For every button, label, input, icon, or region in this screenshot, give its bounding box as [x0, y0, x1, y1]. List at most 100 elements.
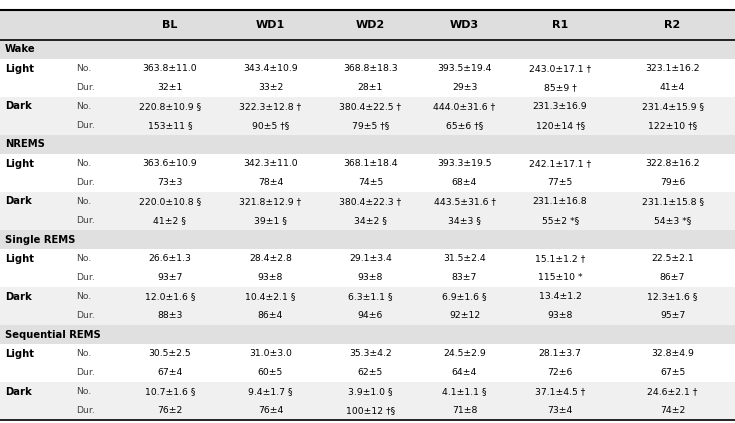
Text: 28.4±2.8: 28.4±2.8: [249, 254, 292, 263]
Bar: [0, 268, 735, 287]
Text: 29±3: 29±3: [452, 83, 477, 92]
Text: 88±3: 88±3: [157, 311, 182, 320]
Text: 30.5±2.5: 30.5±2.5: [148, 349, 191, 358]
Bar: [0, 306, 735, 325]
Text: 12.0±1.6 §: 12.0±1.6 §: [145, 292, 195, 301]
Text: No.: No.: [76, 292, 91, 301]
Text: Light: Light: [5, 159, 34, 169]
Text: Dur.: Dur.: [76, 311, 95, 320]
Text: 220.0±10.8 §: 220.0±10.8 §: [139, 197, 201, 206]
Text: 37.1±4.5 †: 37.1±4.5 †: [535, 387, 585, 396]
Text: 93±8: 93±8: [358, 273, 383, 282]
Text: 231.3±16.9: 231.3±16.9: [533, 102, 587, 111]
Text: 73±3: 73±3: [157, 178, 182, 187]
Bar: [0, 40, 735, 59]
Bar: [0, 325, 735, 344]
Text: 95±7: 95±7: [660, 311, 685, 320]
Bar: [0, 116, 735, 135]
Text: 368.1±18.4: 368.1±18.4: [343, 159, 398, 168]
Text: No.: No.: [76, 254, 91, 263]
Bar: [0, 382, 735, 401]
Text: 3.9±1.0 §: 3.9±1.0 §: [348, 387, 392, 396]
Text: 444.0±31.6 †: 444.0±31.6 †: [434, 102, 495, 111]
Text: Light: Light: [5, 349, 34, 359]
Text: 24.6±2.1 †: 24.6±2.1 †: [648, 387, 698, 396]
Text: Dark: Dark: [5, 387, 32, 397]
Text: Dur.: Dur.: [76, 121, 95, 130]
Text: Wake: Wake: [5, 44, 36, 55]
Text: 74±2: 74±2: [660, 406, 685, 415]
Text: 31.0±3.0: 31.0±3.0: [249, 349, 292, 358]
Text: Dur.: Dur.: [76, 178, 95, 187]
Text: Dur.: Dur.: [76, 273, 95, 282]
Text: 393.5±19.4: 393.5±19.4: [437, 64, 492, 73]
Text: 54±3 *§: 54±3 *§: [654, 216, 691, 225]
Bar: [0, 173, 735, 192]
Text: 39±1 §: 39±1 §: [254, 216, 287, 225]
Text: 41±4: 41±4: [660, 83, 685, 92]
Text: 9.4±1.7 §: 9.4±1.7 §: [248, 387, 293, 396]
Text: 32±1: 32±1: [157, 83, 182, 92]
Text: No.: No.: [76, 349, 91, 358]
Bar: [0, 192, 735, 211]
Text: 22.5±2.1: 22.5±2.1: [651, 254, 694, 263]
Text: 76±4: 76±4: [258, 406, 283, 415]
Text: 120±14 †§: 120±14 †§: [536, 121, 584, 130]
Text: 93±8: 93±8: [258, 273, 283, 282]
Text: 6.3±1.1 §: 6.3±1.1 §: [348, 292, 392, 301]
Text: Dark: Dark: [5, 102, 32, 111]
Text: 380.4±22.5 †: 380.4±22.5 †: [340, 102, 401, 111]
Text: 93±7: 93±7: [157, 273, 182, 282]
Text: 79±5 †§: 79±5 †§: [352, 121, 389, 130]
Text: 363.6±10.9: 363.6±10.9: [143, 159, 197, 168]
Text: Sequential REMS: Sequential REMS: [5, 330, 101, 340]
Text: 68±4: 68±4: [452, 178, 477, 187]
Text: Dark: Dark: [5, 291, 32, 302]
Text: 86±7: 86±7: [660, 273, 685, 282]
Text: 77±5: 77±5: [548, 178, 573, 187]
Text: 83±7: 83±7: [452, 273, 477, 282]
Text: 34±3 §: 34±3 §: [448, 216, 481, 225]
Bar: [0, 135, 735, 154]
Bar: [0, 287, 735, 306]
Text: 60±5: 60±5: [258, 368, 283, 377]
Text: 24.5±2.9: 24.5±2.9: [443, 349, 486, 358]
Bar: [0, 211, 735, 230]
Text: Dur.: Dur.: [76, 368, 95, 377]
Text: R1: R1: [552, 20, 568, 30]
Text: R2: R2: [664, 20, 681, 30]
Text: 92±12: 92±12: [449, 311, 480, 320]
Text: 10.7±1.6 §: 10.7±1.6 §: [145, 387, 195, 396]
Text: 12.3±1.6 §: 12.3±1.6 §: [648, 292, 698, 301]
Text: No.: No.: [76, 197, 91, 206]
Text: 323.1±16.2: 323.1±16.2: [645, 64, 700, 73]
Text: 10.4±2.1 §: 10.4±2.1 §: [245, 292, 295, 301]
Text: 67±4: 67±4: [157, 368, 182, 377]
Text: 72±6: 72±6: [548, 368, 573, 377]
Text: 322.3±12.8 †: 322.3±12.8 †: [240, 102, 301, 111]
Bar: [0, 97, 735, 116]
Text: 220.8±10.9 §: 220.8±10.9 §: [139, 102, 201, 111]
Text: 62±5: 62±5: [358, 368, 383, 377]
Bar: [0, 344, 735, 363]
Bar: [0, 401, 735, 420]
Text: 94±6: 94±6: [358, 311, 383, 320]
Text: 231.1±15.8 §: 231.1±15.8 §: [642, 197, 703, 206]
Text: 67±5: 67±5: [660, 368, 685, 377]
Bar: [0, 154, 735, 173]
Text: Dark: Dark: [5, 196, 32, 206]
Text: 29.1±3.4: 29.1±3.4: [349, 254, 392, 263]
Text: 78±4: 78±4: [258, 178, 283, 187]
Text: Light: Light: [5, 63, 34, 74]
Text: 32.8±4.9: 32.8±4.9: [651, 349, 694, 358]
Text: 4.1±1.1 §: 4.1±1.1 §: [442, 387, 487, 396]
Text: 76±2: 76±2: [157, 406, 182, 415]
Bar: [0, 59, 735, 78]
Text: 443.5±31.6 †: 443.5±31.6 †: [434, 197, 495, 206]
Text: 86±4: 86±4: [258, 311, 283, 320]
Text: 100±12 †§: 100±12 †§: [346, 406, 395, 415]
Text: No.: No.: [76, 387, 91, 396]
Text: 153±11 §: 153±11 §: [148, 121, 192, 130]
Text: 41±2 §: 41±2 §: [154, 216, 186, 225]
Text: 243.0±17.1 †: 243.0±17.1 †: [529, 64, 591, 73]
